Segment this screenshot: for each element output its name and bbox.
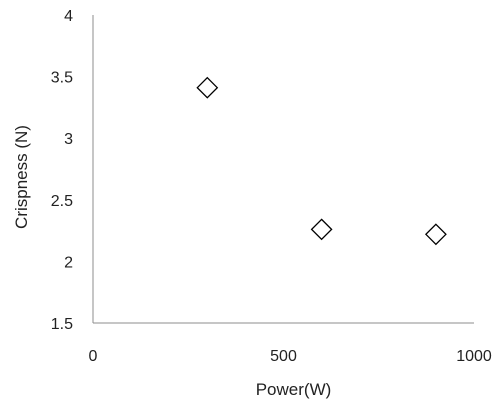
y-tick-label: 4 bbox=[64, 8, 73, 25]
data-points bbox=[196, 76, 447, 246]
y-tick-label: 1.5 bbox=[51, 316, 73, 333]
x-tick-label: 500 bbox=[270, 348, 297, 365]
data-point bbox=[196, 76, 219, 99]
y-tick-label: 3.5 bbox=[51, 70, 73, 87]
x-axis-title: Power(W) bbox=[256, 380, 332, 399]
data-point bbox=[310, 218, 333, 241]
y-tick-label: 2.5 bbox=[51, 193, 73, 210]
data-point bbox=[424, 223, 447, 246]
y-tick-label: 2 bbox=[64, 254, 73, 271]
y-axis-ticks: 1.5 2 2.5 3 3.5 4 bbox=[51, 8, 73, 333]
y-tick-label: 3 bbox=[64, 131, 73, 148]
x-tick-label: 1000 bbox=[456, 348, 492, 365]
x-tick-label: 0 bbox=[89, 348, 98, 365]
x-axis-ticks: 0 500 1000 bbox=[89, 348, 492, 365]
y-axis-title: Crispness (N) bbox=[12, 125, 31, 229]
